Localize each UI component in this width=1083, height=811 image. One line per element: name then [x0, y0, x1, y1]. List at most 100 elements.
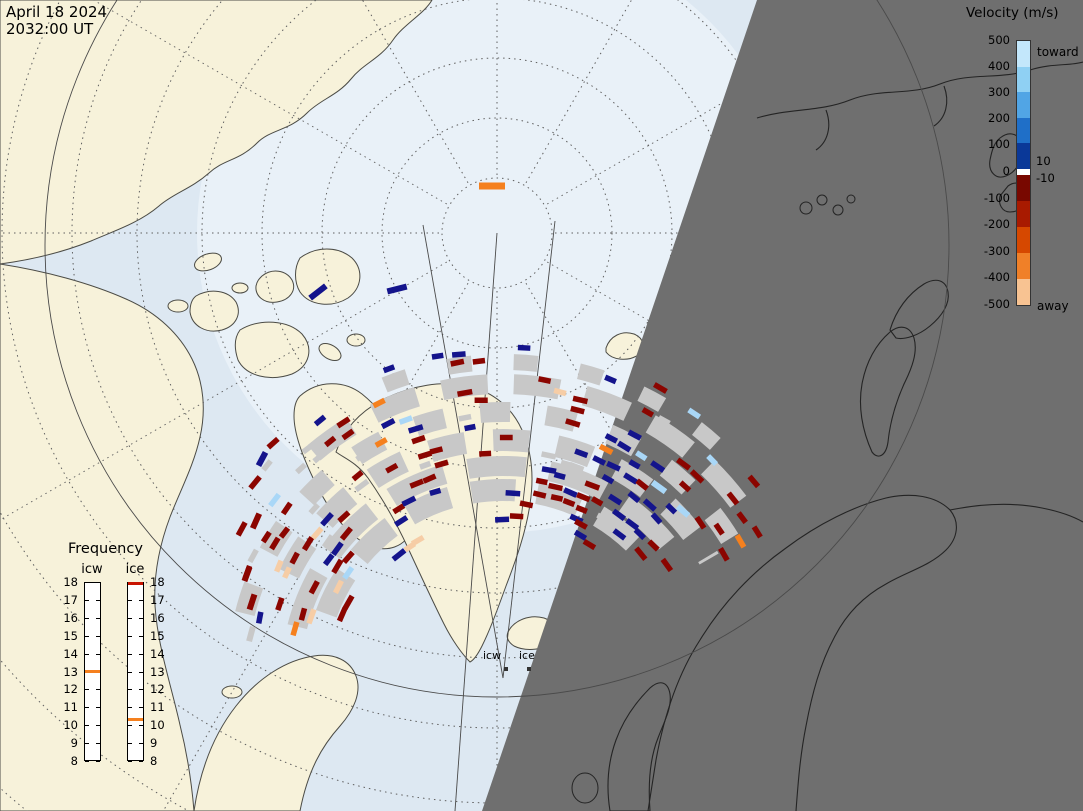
echo-tile [634, 546, 648, 561]
echo-tile [627, 490, 641, 504]
echo-tile [280, 501, 293, 516]
echo-tile [548, 482, 563, 492]
echo-tile [540, 451, 557, 460]
echo-tile [616, 440, 632, 453]
echo-tile [652, 382, 668, 394]
echo-tile [604, 433, 619, 444]
echo-tile [575, 504, 588, 514]
echo-tile [601, 473, 615, 485]
echo-tile [250, 512, 262, 530]
echo-tile [509, 513, 524, 520]
freq-tickmark [139, 743, 143, 745]
freq-tickmark [128, 707, 132, 709]
echo-tile [312, 450, 327, 464]
freq-tickmark [96, 725, 100, 727]
freq-scale-label: 18 [63, 575, 78, 589]
echo-tile [422, 473, 437, 484]
echo-tile [713, 522, 725, 536]
echo-tile [598, 443, 614, 456]
freq-tickmark [139, 689, 143, 691]
echo-tile [576, 492, 591, 503]
echo-tile [321, 534, 335, 549]
echo-tile [255, 611, 264, 624]
echo-tile [295, 462, 307, 475]
freq-tickmark [85, 599, 89, 601]
velocity-tick-label: 0 [1002, 164, 1010, 178]
echo-tile [635, 450, 648, 462]
freq-marker-ice [128, 582, 143, 586]
freq-tickmark [96, 689, 100, 691]
velocity-tick-label: -300 [983, 243, 1010, 258]
echo-tile [457, 388, 473, 397]
freq-scale-label: 13 [63, 664, 78, 679]
echo-tile [641, 407, 655, 418]
echo-tile [584, 480, 601, 491]
freq-tickmark [139, 599, 143, 601]
freq-marker-icw [85, 670, 100, 673]
freq-scale-label: 13 [150, 664, 165, 679]
echo-tile [308, 283, 328, 301]
colorbar-segment [1017, 117, 1030, 144]
freq-tickmark [85, 761, 89, 762]
velocity-tick-label: 300 [988, 85, 1010, 100]
radar-site-label-ice: ice [519, 649, 535, 662]
echo-tile [479, 182, 505, 190]
echo-tile [464, 423, 476, 432]
freq-scale-label: 10 [63, 718, 78, 733]
velocity-tick-label: -100 [983, 190, 1010, 205]
echo-tile [505, 490, 521, 497]
echo-tile [627, 429, 642, 441]
echo-tile [612, 528, 627, 541]
freq-tickmark [139, 725, 143, 727]
echo-tile [451, 351, 466, 358]
freq-tickmark [85, 635, 89, 637]
freq-scale-label: 14 [63, 646, 78, 661]
echo-tile [650, 479, 668, 495]
echo-tile [596, 512, 610, 524]
echo-tile [341, 550, 355, 565]
echo-tile [301, 441, 317, 455]
echo-tile [417, 450, 433, 460]
echo-tile [382, 364, 396, 374]
freq-scale-label: 9 [150, 736, 158, 751]
echo-tile [647, 539, 660, 552]
echo-tile [574, 448, 589, 459]
freq-column-header-ice: ice [125, 562, 145, 577]
velocity-legend-title: Velocity (m/s) [966, 5, 1059, 21]
echo-tile [582, 538, 597, 551]
echo-tile [625, 518, 640, 531]
echo-tile [429, 446, 444, 455]
radar-site-marks [504, 667, 531, 671]
echo-tile [532, 490, 547, 499]
frequency-legend-title: Frequency [68, 541, 143, 557]
ground-scatter-arcs [235, 354, 755, 630]
echo-tile [386, 283, 408, 295]
echo-tile [562, 497, 576, 508]
freq-tickmark [139, 671, 143, 673]
freq-tickmark [96, 599, 100, 601]
freq-tickmark [96, 617, 100, 619]
echo-tile [275, 596, 285, 612]
date-label: April 18 2024 [6, 3, 108, 21]
echo-tile [479, 450, 492, 457]
freq-tickmark [96, 635, 100, 637]
freq-scale-label: 8 [150, 754, 158, 768]
echo-tile [519, 500, 534, 509]
timestamp: April 18 2024 2032:00 UT [6, 4, 107, 38]
echo-tile [398, 415, 413, 425]
echo-tile [650, 460, 666, 473]
echo-tiles [235, 182, 763, 643]
echo-tile [450, 358, 465, 367]
echo-tile [474, 397, 488, 404]
echo-tile [290, 621, 300, 637]
freq-tickmark [128, 653, 132, 655]
landmasses [0, 0, 644, 811]
freq-scale-label: 15 [63, 628, 78, 643]
freq-tickmark [128, 689, 132, 691]
echo-tile [736, 511, 748, 525]
echo-tile [374, 437, 388, 448]
echo-tile [320, 512, 334, 527]
freq-tickmark [128, 761, 132, 762]
velocity-colorbar [1016, 40, 1031, 306]
